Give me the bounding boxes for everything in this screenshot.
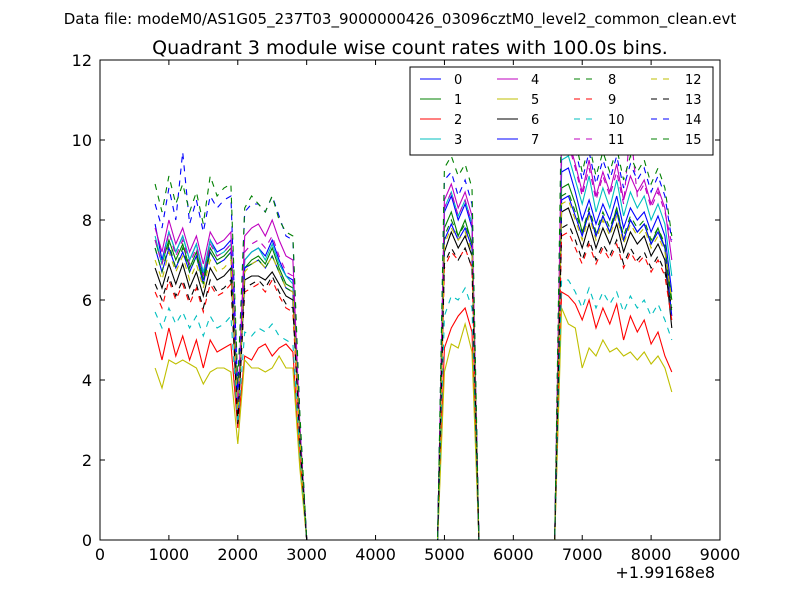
legend-label-9: 9 xyxy=(608,93,616,108)
legend-label-13: 13 xyxy=(685,93,702,108)
chart-title: Quadrant 3 module wise count rates with … xyxy=(152,37,668,59)
legend-label-6: 6 xyxy=(531,113,539,128)
legend-label-11: 11 xyxy=(608,133,625,148)
legend-label-10: 10 xyxy=(608,113,625,128)
x-tick-label: 9000 xyxy=(700,545,741,564)
y-tick-label: 2 xyxy=(82,451,92,470)
x-tick-label: 4000 xyxy=(355,545,396,564)
legend-label-7: 7 xyxy=(531,133,539,148)
legend-label-3: 3 xyxy=(454,133,462,148)
legend-label-0: 0 xyxy=(454,73,462,88)
x-tick-label: 3000 xyxy=(286,545,327,564)
y-tick-label: 10 xyxy=(72,131,92,150)
x-tick-label: 0 xyxy=(95,545,105,564)
y-tick-label: 4 xyxy=(82,371,92,390)
x-tick-label: 8000 xyxy=(631,545,672,564)
x-tick-label: 6000 xyxy=(493,545,534,564)
series-line-12 xyxy=(154,199,673,540)
x-offset-label: +1.99168e8 xyxy=(615,563,715,582)
y-tick-label: 8 xyxy=(82,211,92,230)
data-file-label: Data file: modeM0/AS1G05_237T03_90000004… xyxy=(64,10,737,29)
x-tick-label: 7000 xyxy=(562,545,603,564)
legend-label-2: 2 xyxy=(454,113,462,128)
x-tick-label: 2000 xyxy=(217,545,258,564)
legend-label-14: 14 xyxy=(685,113,702,128)
legend-label-4: 4 xyxy=(531,73,539,88)
legend-label-1: 1 xyxy=(454,93,462,108)
series-line-13 xyxy=(154,223,673,540)
legend-label-15: 15 xyxy=(685,133,702,148)
plot-area xyxy=(154,99,673,540)
series-line-6 xyxy=(154,207,673,540)
axes: 0 1000 2000 3000 4000 5000 6000 7000 8000 9000 0 2 4… xyxy=(72,51,741,564)
legend-box xyxy=(409,66,714,156)
y-tick-label: 0 xyxy=(82,531,92,550)
series-line-11 xyxy=(154,127,673,540)
y-tick-label: 6 xyxy=(82,291,92,310)
legend-label-8: 8 xyxy=(608,73,616,88)
series-line-5 xyxy=(154,307,673,540)
legend-label-12: 12 xyxy=(685,73,702,88)
legend-label-5: 5 xyxy=(531,93,539,108)
x-tick-label: 5000 xyxy=(424,545,465,564)
series-line-14 xyxy=(154,115,673,540)
x-tick-label: 1000 xyxy=(149,545,190,564)
series-line-10 xyxy=(154,279,673,540)
y-tick-label: 12 xyxy=(72,51,92,70)
